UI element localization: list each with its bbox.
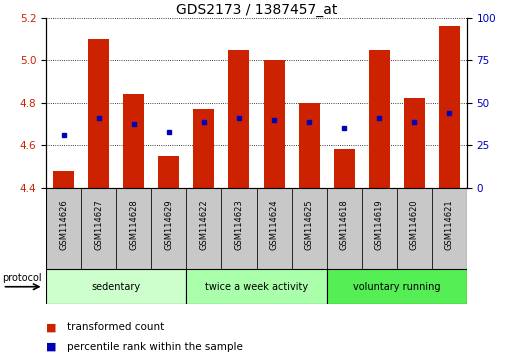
Bar [291,188,327,269]
Bar [439,26,460,188]
Bar [222,188,256,269]
Text: twice a week activity: twice a week activity [205,282,308,292]
Bar [53,171,74,188]
Text: GSM114618: GSM114618 [340,199,349,250]
Text: protocol: protocol [3,273,42,283]
Text: GSM114624: GSM114624 [269,199,279,250]
Text: GSM114626: GSM114626 [59,199,68,250]
Bar [46,269,186,304]
Bar [228,50,249,188]
Title: GDS2173 / 1387457_at: GDS2173 / 1387457_at [176,3,337,17]
Bar [151,188,186,269]
Text: GSM114627: GSM114627 [94,199,103,250]
Bar [123,94,144,188]
Text: ■: ■ [46,342,56,352]
Text: GSM114628: GSM114628 [129,199,139,250]
Text: GSM114620: GSM114620 [410,199,419,250]
Text: percentile rank within the sample: percentile rank within the sample [67,342,243,352]
Bar [404,98,425,188]
Bar [46,188,81,269]
Bar [362,188,397,269]
Bar [432,188,467,269]
Text: GSM114623: GSM114623 [234,199,244,250]
Text: sedentary: sedentary [92,282,141,292]
Text: GSM114619: GSM114619 [374,199,384,250]
Bar [327,269,467,304]
Text: GSM114625: GSM114625 [305,199,313,250]
Bar [159,156,180,188]
Bar [299,103,320,188]
Bar [369,50,390,188]
Bar [186,188,222,269]
Text: GSM114622: GSM114622 [200,199,208,250]
Text: transformed count: transformed count [67,322,164,332]
Text: GSM114629: GSM114629 [164,199,173,250]
Bar [81,188,116,269]
Bar [186,269,327,304]
Bar [88,39,109,188]
Bar [256,188,291,269]
Text: ■: ■ [46,322,56,332]
Bar [397,188,432,269]
Bar [327,188,362,269]
Bar [333,149,354,188]
Bar [116,188,151,269]
Bar [193,109,214,188]
Bar [264,60,285,188]
Text: GSM114621: GSM114621 [445,199,454,250]
Text: voluntary running: voluntary running [353,282,441,292]
